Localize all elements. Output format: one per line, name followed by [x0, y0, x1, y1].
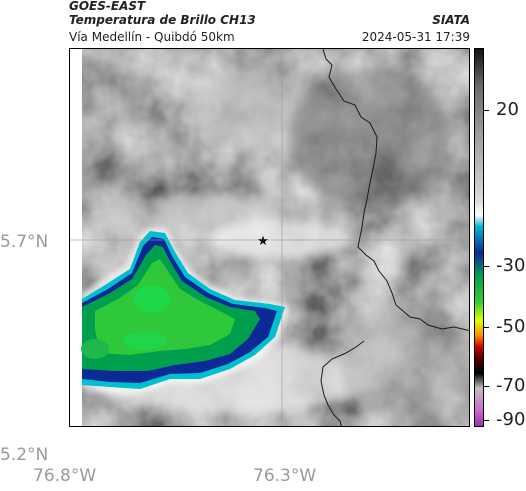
region-label: Vía Medellín - Quibdó 50km	[69, 30, 235, 44]
satellite-title: GOES-EAST	[69, 0, 146, 13]
star-icon: ★	[257, 234, 269, 249]
colorbar-label-minus-70: -70	[496, 375, 526, 396]
colorbar-tick	[484, 266, 489, 267]
lat-label-5-2: 5.2°N	[0, 445, 49, 465]
colorbar-label-minus-50: -50	[496, 316, 526, 337]
brightness-temperature-map: ★	[70, 49, 469, 426]
colorbar-tick	[484, 420, 489, 421]
colorbar-label-20: 20	[496, 99, 519, 120]
colorbar-tick	[484, 327, 489, 328]
map-panel[interactable]: ★	[69, 48, 470, 427]
department-boundaries	[320, 49, 469, 426]
colorbar-label-minus-90: -90	[496, 409, 526, 430]
lon-label-76-8: 76.8°W	[33, 466, 97, 486]
graticule	[70, 49, 469, 426]
colorbar-tick	[484, 110, 489, 111]
colorbar-label-minus-30: -30	[496, 255, 526, 276]
colorbar	[474, 48, 484, 427]
lon-label-76-3: 76.3°W	[253, 466, 317, 486]
convective-cell	[81, 227, 290, 394]
source-label: SIATA	[432, 13, 470, 27]
datetime-label: 2024-05-31 17:39	[361, 30, 470, 44]
product-title: Temperatura de Brillo CH13	[69, 13, 256, 27]
lat-label-5-7: 5.7°N	[0, 232, 49, 252]
cloud-field	[70, 49, 469, 426]
colorbar-tick	[484, 386, 489, 387]
